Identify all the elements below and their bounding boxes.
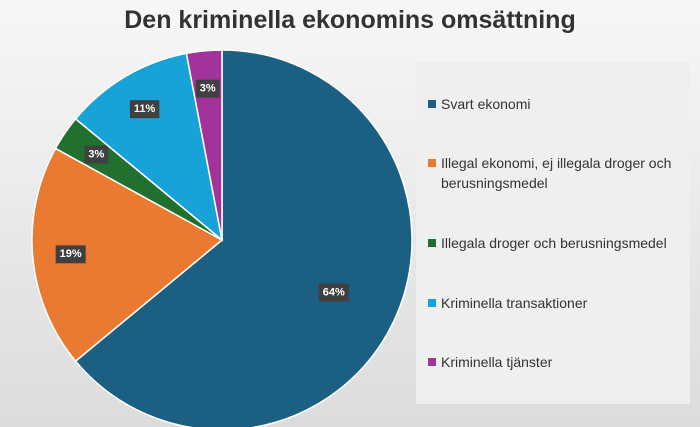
data-label: 19% [55,245,86,264]
legend-item: Svart ekonomi [426,94,680,114]
data-label-text: 3% [200,83,216,95]
legend-label: Illegala droger och berusningsmedel [441,234,667,251]
legend-swatch [428,99,436,108]
pie-slice [74,49,413,427]
data-label-text: 64% [323,286,345,298]
pie-slice [74,52,224,242]
legend-item: Kriminella tjänster [426,352,680,372]
data-label: 11% [129,100,160,119]
legend-label: Kriminella transaktioner [441,294,588,311]
data-label-text: 3% [88,148,104,160]
legend-swatch [428,358,436,367]
data-label: 64% [318,283,349,302]
pie-slice [31,147,224,363]
data-label-box [129,100,160,119]
legend-item: Illegala droger och berusningsmedel [426,233,680,253]
data-label: 3% [195,79,220,98]
data-label: 3% [84,145,109,164]
data-label-box [195,79,220,98]
legend-swatch [428,298,436,307]
data-label-box [55,245,86,264]
legend-label: Svart ekonomi [441,95,531,112]
legend-swatch [428,159,436,168]
legend-swatch [428,238,436,247]
data-label-text: 11% [134,103,156,115]
legend-label: Kriminella tjänster [441,354,553,371]
legend-label: Illegal ekonomi, ej illegala droger och … [441,155,672,192]
data-label-box [318,283,349,302]
data-label-text: 19% [60,248,82,260]
data-label-box [84,145,109,164]
legend-item: Illegal ekonomi, ej illegala droger och … [426,153,680,193]
legend-item: Kriminella transaktioner [426,293,680,313]
chart-title: Den kriminella ekonomins omsättning [124,6,576,34]
legend: Svart ekonomi Illegal ekonomi, ej illegal… [416,62,690,404]
